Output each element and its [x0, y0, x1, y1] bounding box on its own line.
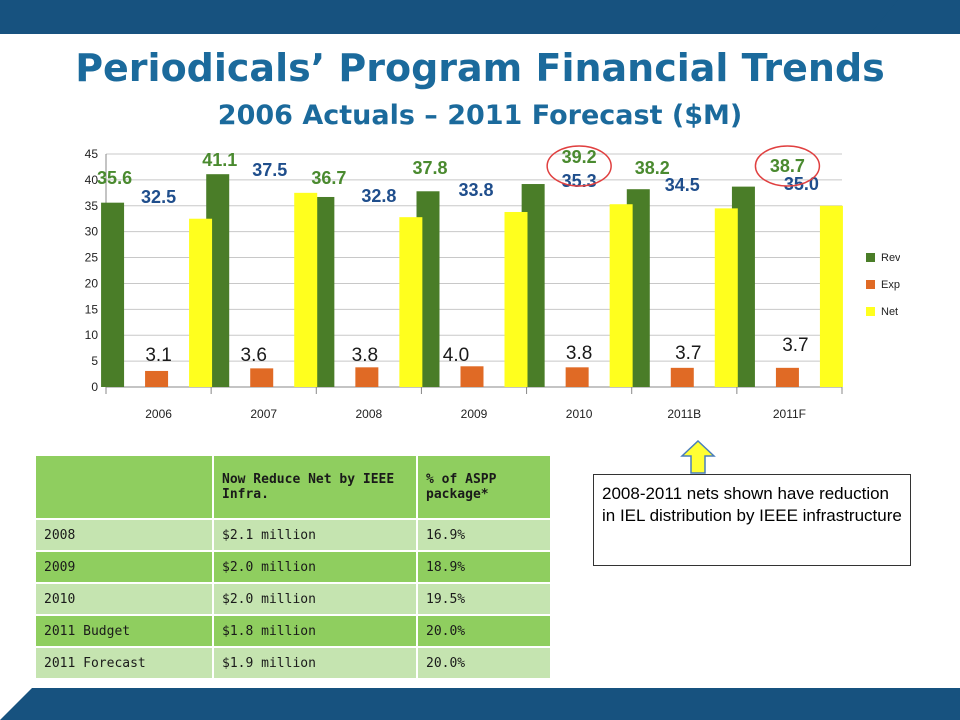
table-cell: $2.1 million	[212, 518, 418, 552]
data-label-rev: 41.1	[202, 150, 237, 170]
highlight-ring	[754, 145, 821, 187]
data-label-net: 34.5	[665, 175, 700, 195]
bar-net	[609, 204, 633, 387]
data-label-rev: 36.7	[311, 168, 346, 188]
infrastructure-table: Now Reduce Net by IEEE Infra. % of ASPP …	[34, 454, 552, 680]
data-label-exp: 3.7	[782, 335, 808, 356]
data-label-exp: 3.7	[675, 343, 701, 364]
data-label-rev: 38.7	[770, 156, 805, 176]
table-row: 2011 Forecast $1.9 million 20.0%	[34, 646, 552, 680]
y-tick-label: 5	[91, 354, 98, 368]
table-cell: 2009	[34, 550, 214, 584]
table-cell: 2011 Budget	[34, 614, 214, 648]
x-tick-label: 2007	[250, 407, 277, 421]
legend-swatch	[866, 307, 875, 316]
data-label-net: 32.5	[141, 187, 176, 207]
top-banner	[0, 0, 960, 34]
x-tick-label: 2008	[356, 407, 383, 421]
bar-exp	[145, 370, 169, 387]
table-row: 2011 Budget $1.8 million 20.0%	[34, 614, 552, 648]
data-label-rev: 38.2	[635, 158, 670, 178]
table-cell: $2.0 million	[212, 550, 418, 584]
table-cell: $1.9 million	[212, 646, 418, 680]
data-label-rev: 37.8	[412, 158, 447, 178]
table-header-cell: Now Reduce Net by IEEE Infra.	[212, 454, 418, 520]
legend-swatch	[866, 280, 875, 289]
bar-net	[294, 192, 318, 387]
y-tick-label: 15	[85, 302, 99, 316]
table-cell: 2008	[34, 518, 214, 552]
bar-rev	[101, 202, 125, 387]
x-tick-label: 2009	[461, 407, 488, 421]
bar-net	[189, 218, 213, 387]
table-cell: 20.0%	[416, 614, 552, 648]
data-label-rev: 39.2	[562, 147, 597, 167]
bar-exp	[775, 367, 799, 387]
y-tick-label: 0	[91, 380, 98, 394]
data-label-net: 37.5	[252, 160, 287, 180]
table-cell: 16.9%	[416, 518, 552, 552]
data-label-net: 33.8	[458, 180, 493, 200]
legend-swatch	[866, 253, 875, 262]
bar-exp	[460, 366, 484, 387]
table-cell: 18.9%	[416, 550, 552, 584]
data-label-exp: 4.0	[443, 345, 469, 366]
bar-exp	[250, 368, 274, 387]
table-row: 2008 $2.1 million 16.9%	[34, 518, 552, 552]
bar-exp	[670, 367, 694, 387]
data-label-rev: 35.6	[97, 168, 132, 188]
legend-label: Exp.	[881, 279, 900, 291]
bar-net	[399, 217, 423, 387]
y-tick-label: 35	[85, 199, 99, 213]
data-label-exp: 3.8	[566, 343, 592, 364]
bottom-banner	[0, 688, 960, 720]
slide-title: Periodicals’ Program Financial Trends	[75, 46, 885, 90]
table-header-cell: % of ASPP package*	[416, 454, 552, 520]
legend-label: Rev.	[881, 252, 900, 264]
table-cell: $1.8 million	[212, 614, 418, 648]
x-tick-label: 2011F	[773, 407, 806, 421]
slide-subtitle: 2006 Actuals – 2011 Forecast ($M)	[217, 100, 743, 131]
data-label-net: 32.8	[361, 186, 396, 206]
highlight-ring	[546, 145, 612, 187]
bottom-banner-cut	[0, 688, 32, 720]
bar-net	[504, 211, 528, 387]
table-row: 2010 $2.0 million 19.5%	[34, 582, 552, 616]
table-cell: 20.0%	[416, 646, 552, 680]
y-tick-label: 20	[85, 276, 99, 290]
y-tick-label: 40	[85, 173, 99, 187]
y-tick-label: 10	[85, 328, 99, 342]
data-label-exp: 3.8	[352, 345, 378, 366]
data-label-exp: 3.6	[241, 345, 267, 366]
financial-bar-chart: 0 5 10 15 20 25 30 35 40 45 2006 2007 2008 2009 2010 20…	[85, 145, 900, 421]
table-row: 2009 $2.0 million 18.9%	[34, 550, 552, 584]
callout-note: 2008-2011 nets shown have reduction in I…	[593, 474, 911, 566]
table-cell: 19.5%	[416, 582, 552, 616]
x-tick-label: 2006	[145, 407, 172, 421]
bar-net	[819, 205, 843, 387]
y-tick-label: 30	[85, 225, 99, 239]
data-label-net: 35.3	[562, 171, 597, 191]
data-label-exp: 3.1	[145, 345, 171, 366]
y-tick-label: 25	[85, 251, 99, 265]
table-cell: $2.0 million	[212, 582, 418, 616]
table-header-cell	[34, 454, 214, 520]
x-tick-label: 2010	[566, 407, 593, 421]
bar-exp	[355, 367, 379, 387]
x-tick-label: 2011B	[667, 407, 701, 421]
bar-exp	[565, 367, 589, 387]
y-tick-label: 45	[85, 147, 99, 161]
table-cell: 2010	[34, 582, 214, 616]
legend-label: Net	[881, 306, 898, 318]
table-cell: 2011 Forecast	[34, 646, 214, 680]
table-header-row: Now Reduce Net by IEEE Infra. % of ASPP …	[34, 454, 552, 520]
bar-net	[714, 208, 738, 387]
up-arrow-icon	[680, 440, 716, 474]
